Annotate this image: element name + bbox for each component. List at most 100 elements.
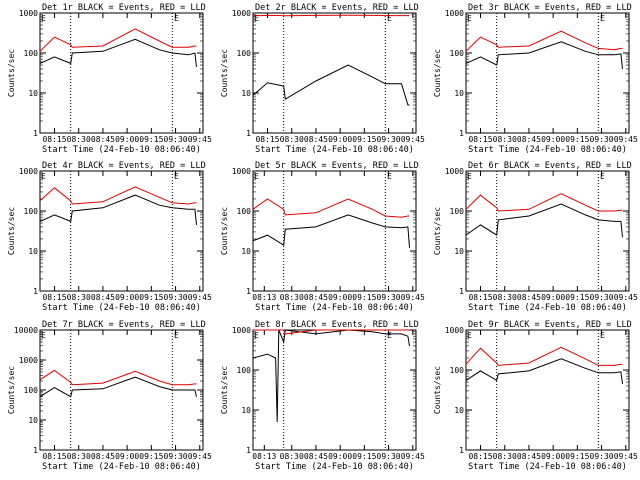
lld-series-line (39, 369, 197, 386)
plot-flag-label: E (387, 172, 392, 181)
plot-flag-label: E (387, 331, 392, 340)
x-tick-label: 09:15 (139, 293, 163, 302)
x-tick-label: 09:30 (377, 293, 401, 302)
y-tick-label: 10 (241, 406, 251, 415)
x-tick-label: 09:45 (188, 452, 212, 461)
x-tick-label: 09:45 (614, 452, 638, 461)
x-tick-label: 09:00 (541, 135, 565, 144)
y-tick-label: 10 (454, 89, 464, 98)
x-tick-label: 09:15 (139, 452, 163, 461)
x-tick-label: 08:30 (67, 135, 91, 144)
x-axis-label: Start Time (24-Feb-10 08:06:40) (468, 303, 627, 313)
y-axis-label: Counts/sec (220, 366, 229, 414)
x-tick-label: 09:15 (565, 293, 589, 302)
plot-flag-label: E (174, 172, 179, 181)
x-tick-label: 08:45 (517, 135, 541, 144)
y-tick-label: 1 (246, 287, 251, 296)
y-tick-label: 1000 (232, 167, 251, 176)
y-tick-label: 1000 (232, 326, 251, 335)
x-tick-label: 08:30 (493, 135, 517, 144)
x-tick-label: 09:00 (541, 452, 565, 461)
x-tick-label: 08:45 (517, 452, 541, 461)
y-tick-label: 1 (33, 446, 38, 455)
x-tick-label: 09:30 (590, 135, 614, 144)
y-tick-label: 1000 (232, 9, 251, 18)
y-tick-label: 1000 (445, 326, 464, 335)
plot-flag-label: E (174, 331, 179, 340)
events-series-line (465, 358, 623, 384)
plot-frame (39, 12, 204, 134)
y-tick-label: 10 (241, 89, 251, 98)
x-axis-label: Start Time (24-Feb-10 08:06:40) (42, 303, 201, 313)
y-tick-label: 1000 (19, 167, 38, 176)
plot-flag-label: E (174, 14, 179, 23)
plot-title: Det 1r BLACK = Events, RED = LLD (42, 3, 206, 13)
y-tick-label: 1 (33, 129, 38, 138)
y-tick-label: 1 (246, 129, 251, 138)
y-tick-label: 100 (450, 49, 465, 58)
y-tick-label: 100 (24, 207, 39, 216)
x-tick-label: 09:45 (614, 293, 638, 302)
plot-flag-label: E (600, 331, 605, 340)
lld-series-line (465, 193, 623, 212)
x-tick-label: 09:15 (565, 135, 589, 144)
x-tick-label: 09:30 (164, 452, 188, 461)
y-tick-label: 1000 (445, 167, 464, 176)
events-series-line (465, 41, 623, 69)
x-tick-label: 08:45 (304, 293, 328, 302)
y-tick-label: 100 (450, 207, 465, 216)
lld-series-line (39, 28, 197, 52)
y-tick-label: 100 (24, 49, 39, 58)
plot-flag-label: E (254, 331, 259, 340)
x-tick-label: 09:00 (115, 452, 139, 461)
x-tick-label: 08:45 (304, 452, 328, 461)
x-tick-label: 09:00 (328, 452, 352, 461)
x-tick-label: 08:45 (91, 293, 115, 302)
y-tick-label: 10 (241, 247, 251, 256)
x-tick-label: 08:30 (280, 452, 304, 461)
x-tick-label: 09:15 (565, 452, 589, 461)
plot-title: Det 8r BLACK = Events, RED = LLD (255, 320, 419, 330)
x-tick-label: 09:00 (328, 135, 352, 144)
x-tick-label: 09:00 (115, 135, 139, 144)
events-series-line (39, 194, 197, 225)
plot-frame (252, 12, 417, 134)
x-axis-label: Start Time (24-Feb-10 08:06:40) (468, 145, 627, 155)
plot-flag-label: E (254, 14, 259, 23)
events-series-line (465, 203, 623, 238)
plot-title: Det 2r BLACK = Events, RED = LLD (255, 3, 419, 13)
x-tick-label: 08:45 (517, 293, 541, 302)
x-tick-label: 09:30 (590, 452, 614, 461)
x-axis-label: Start Time (24-Feb-10 08:06:40) (255, 303, 414, 313)
y-axis-label: Counts/sec (433, 49, 442, 97)
plot-flag-label: E (41, 14, 46, 23)
y-tick-label: 100 (237, 49, 252, 58)
x-tick-label: 08:15 (42, 452, 66, 461)
y-tick-label: 10 (28, 247, 38, 256)
plot-flag-label: E (600, 14, 605, 23)
y-tick-label: 1000 (445, 9, 464, 18)
x-tick-label: 08:45 (304, 135, 328, 144)
x-tick-label: 09:15 (352, 135, 376, 144)
y-tick-label: 1 (246, 446, 251, 455)
y-axis-label: Counts/sec (433, 207, 442, 255)
plot-frame (39, 170, 204, 292)
y-tick-label: 100 (237, 207, 252, 216)
y-tick-label: 100 (450, 366, 465, 375)
x-tick-label: 09:30 (590, 293, 614, 302)
x-tick-label: 08:30 (280, 293, 304, 302)
lld-series-line (39, 186, 197, 205)
x-tick-label: 09:45 (401, 293, 425, 302)
plot-frame (465, 329, 630, 451)
x-axis-label: Start Time (24-Feb-10 08:06:40) (255, 462, 414, 472)
y-tick-label: 100 (237, 366, 252, 375)
y-tick-label: 10 (454, 406, 464, 415)
x-axis-label: Start Time (24-Feb-10 08:06:40) (42, 145, 201, 155)
plot-title: Det 5r BLACK = Events, RED = LLD (255, 161, 419, 171)
x-tick-label: 08:15 (42, 135, 66, 144)
events-series-line (252, 329, 410, 423)
lld-series-line (252, 198, 410, 218)
